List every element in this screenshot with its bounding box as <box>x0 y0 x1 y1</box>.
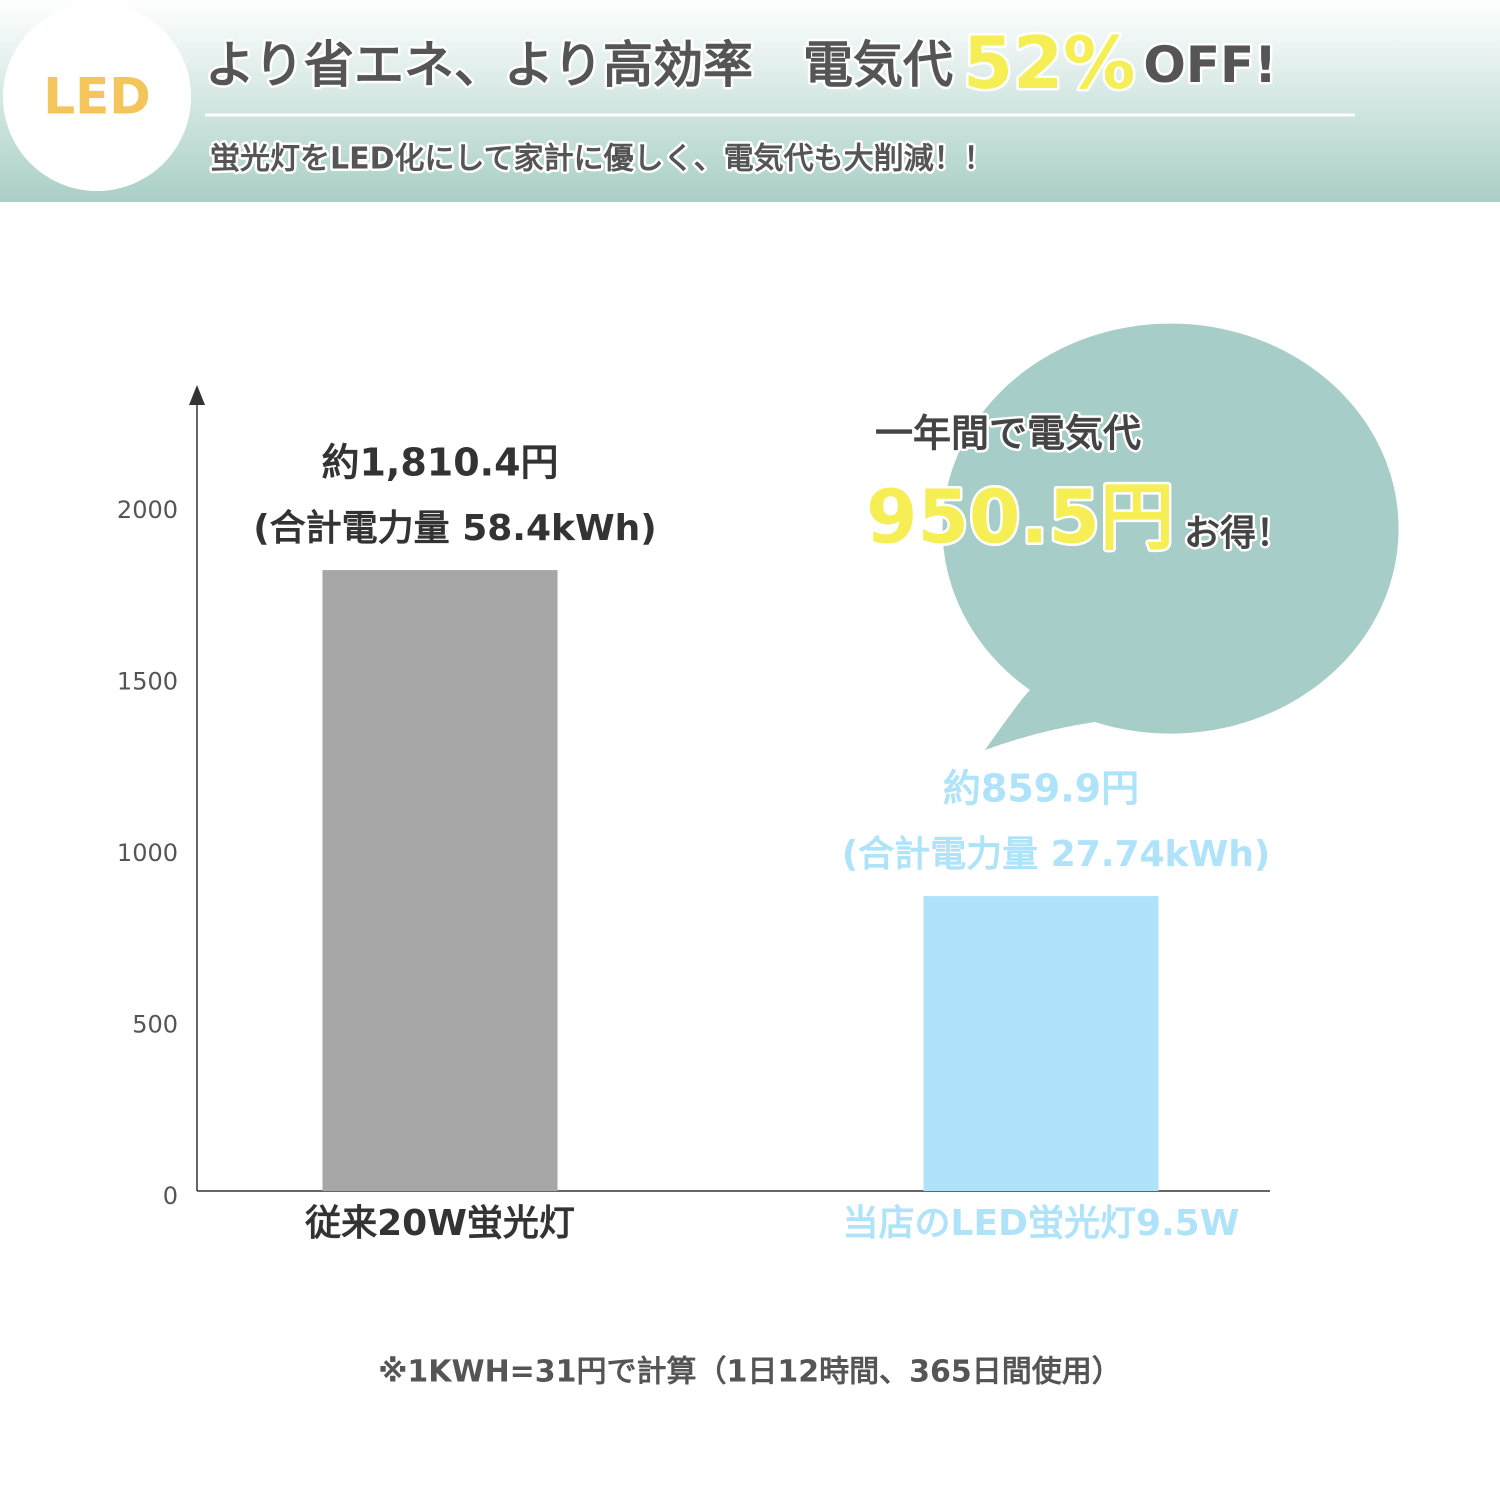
y-tick-label: 1000 <box>117 839 178 867</box>
energy-label: (合計電力量 27.74kWh) <box>842 834 1271 875</box>
bar <box>923 896 1159 1191</box>
header-band <box>0 0 1500 202</box>
header-title: より省エネ、より高効率 電気代 52% OFF! <box>205 21 1277 105</box>
callout-amount: 950.5円 <box>866 475 1174 561</box>
y-tick-label: 500 <box>132 1011 178 1039</box>
title-highlight: 52% <box>963 21 1135 105</box>
value-label: 約1,810.4円 <box>321 441 558 485</box>
value-label: 約859.9円 <box>943 767 1139 811</box>
x-tick-label: 従来20W蛍光灯 <box>304 1203 575 1244</box>
energy-label: (合計電力量 58.4kWh) <box>253 508 657 549</box>
y-tick-label: 0 <box>163 1182 178 1210</box>
title-end: OFF! <box>1143 36 1277 94</box>
y-tick-label: 1500 <box>117 668 178 696</box>
badge: LED <box>43 68 151 126</box>
badge-circle <box>3 3 191 191</box>
callout-line: 一年間で電気代 <box>875 412 1141 456</box>
bar <box>322 570 558 1191</box>
y-axis-arrow <box>189 385 205 405</box>
callout-suffix: お得！ <box>1184 513 1292 554</box>
footnote: ※1KWH=31円で計算（1日12時間、365日間使用） <box>378 1355 1122 1390</box>
title: より省エネ、より高効率 電気代 <box>205 36 953 94</box>
x-tick-label: 当店のLED蛍光灯9.5W <box>843 1203 1240 1244</box>
speech-bubble <box>942 323 1399 750</box>
subtitle: 蛍光灯をLED化にして家計に優しく、電気代も大削減！！ <box>210 142 994 177</box>
y-tick-label: 2000 <box>117 496 178 524</box>
